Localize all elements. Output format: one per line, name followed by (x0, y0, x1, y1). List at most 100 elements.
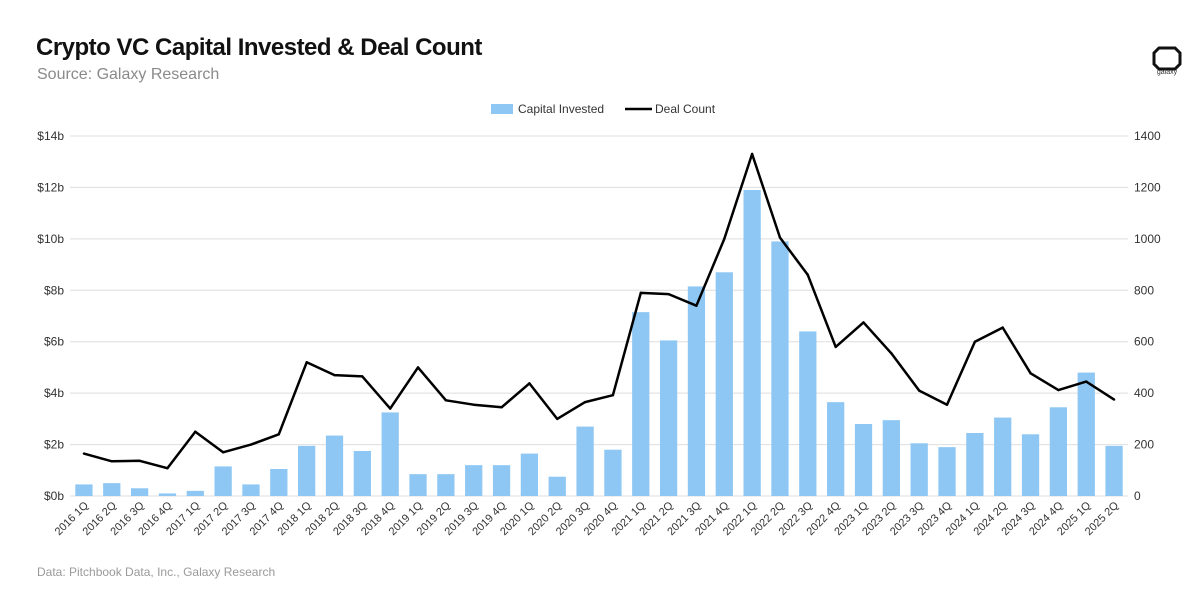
logo-text: galaxy (1156, 69, 1178, 76)
deal-count-point (500, 406, 503, 409)
bar-2023-3Q (910, 443, 928, 496)
deal-count-point (806, 273, 810, 277)
deal-count-point (945, 403, 949, 406)
left-tick-label: $14b (37, 129, 64, 143)
left-tick-label: $12b (37, 180, 64, 194)
left-axis-labels: $0b $2b $4b $6b $8b $10b $12b $14b (37, 129, 64, 503)
deal-count-point (221, 451, 225, 454)
deal-count-point (695, 304, 698, 307)
left-tick-label: $2b (44, 438, 64, 452)
deal-count-point (138, 459, 141, 462)
deal-count-point (277, 433, 281, 436)
deal-count-point (639, 291, 642, 295)
bar-2021-2Q (659, 340, 678, 496)
deal-count-point (416, 366, 420, 369)
bar-2020-3Q (576, 426, 594, 496)
bar-2019-4Q (492, 465, 511, 496)
bar-2025-1Q (1077, 372, 1095, 496)
deal-count-point (917, 389, 921, 392)
deal-count-point (249, 443, 253, 446)
bar-2016-1Q (75, 484, 93, 496)
deal-count-point (583, 400, 587, 404)
deal-count-point (1057, 388, 1060, 392)
legend: Capital Invested Deal Count (491, 102, 716, 116)
deal-count-point (890, 352, 893, 355)
left-tick-label: $8b (44, 283, 64, 297)
deal-count-point (110, 460, 113, 463)
deal-count-point (1085, 380, 1088, 383)
line-series (82, 152, 1116, 470)
right-tick-label: 400 (1134, 386, 1154, 400)
deal-count-line (83, 152, 1115, 470)
bar-2021-1Q (632, 312, 650, 496)
left-tick-label: $4b (44, 386, 64, 400)
deal-count-point (1112, 398, 1116, 401)
chart-title: Crypto VC Capital Invested & Deal Count (36, 34, 482, 61)
bar-2018-4Q (381, 412, 399, 496)
deal-count-point (973, 340, 977, 343)
deal-count-point (305, 361, 308, 364)
deal-count-point (1029, 372, 1032, 375)
deal-count-point (1001, 326, 1004, 329)
bar-2016-4Q (158, 493, 177, 496)
bar-2021-3Q (687, 286, 706, 496)
grid-lines (70, 135, 1128, 497)
deal-count-point (750, 152, 754, 156)
deal-count-point (611, 394, 615, 397)
bar-2020-2Q (548, 476, 566, 496)
bar-2024-3Q (1021, 434, 1040, 496)
bar-2019-2Q (437, 474, 455, 496)
chart-subtitle: Source: Galaxy Research (37, 66, 220, 83)
right-tick-label: 1000 (1134, 232, 1161, 246)
bar-2019-3Q (465, 465, 483, 496)
bar-2022-1Q (743, 190, 761, 496)
bar-2025-2Q (1105, 445, 1123, 496)
deal-count-point (333, 373, 336, 377)
left-tick-label: $6b (44, 335, 64, 349)
right-tick-label: 0 (1134, 489, 1141, 503)
bar-2023-2Q (882, 420, 900, 496)
bar-2017-4Q (270, 469, 288, 496)
right-tick-label: 1400 (1134, 129, 1161, 143)
deal-count-point (166, 467, 169, 470)
galaxy-logo-icon (1152, 46, 1182, 71)
deal-count-point (834, 345, 837, 349)
bar-2022-2Q (771, 241, 789, 496)
bar-2023-4Q (938, 447, 956, 496)
bar-2023-1Q (854, 424, 873, 496)
right-axis-labels: 0 200 400 600 800 1000 1200 1400 (1134, 129, 1161, 503)
deal-count-point (556, 417, 559, 421)
deal-count-point (194, 430, 197, 433)
bar-2018-2Q (325, 435, 344, 496)
bar-2022-4Q (827, 402, 845, 496)
legend-label-deal-count: Deal Count (655, 102, 716, 116)
data-source-note: Data: Pitchbook Data, Inc., Galaxy Resea… (37, 565, 276, 579)
right-tick-label: 600 (1134, 335, 1154, 349)
bar-2019-1Q (409, 474, 427, 496)
deal-count-point (82, 452, 86, 455)
deal-count-point (862, 321, 865, 324)
bar-2017-1Q (186, 490, 204, 496)
right-tick-label: 200 (1134, 438, 1154, 452)
deal-count-point (528, 382, 531, 385)
bar-2017-2Q (214, 466, 232, 496)
bar-2024-2Q (994, 417, 1012, 496)
bar-2024-1Q (966, 433, 984, 496)
bar-2020-1Q (520, 453, 539, 496)
bar-2017-3Q (242, 484, 260, 496)
right-tick-label: 800 (1134, 283, 1154, 297)
bar-2018-1Q (298, 445, 316, 496)
deal-count-point (472, 403, 475, 406)
bar-2016-3Q (130, 488, 149, 496)
deal-count-point (361, 375, 364, 378)
deal-count-point (778, 236, 782, 239)
bar-2016-2Q (103, 483, 121, 496)
legend-swatch-capital-invested (491, 104, 513, 114)
bar-2022-3Q (799, 331, 817, 496)
bar-2018-3Q (353, 451, 371, 496)
bar-series (75, 190, 1123, 496)
bar-2024-4Q (1049, 407, 1068, 496)
deal-count-point (667, 292, 670, 296)
